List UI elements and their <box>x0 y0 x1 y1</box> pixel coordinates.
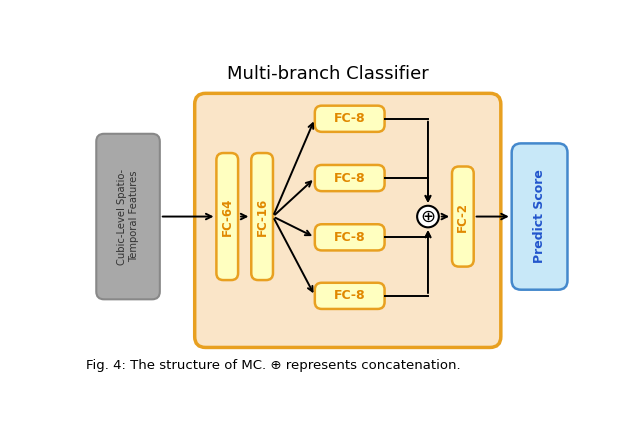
Circle shape <box>417 206 439 227</box>
Text: Cubic-Level Spatio-
Temporal Features: Cubic-Level Spatio- Temporal Features <box>117 168 139 265</box>
Text: Multi-branch Classifier: Multi-branch Classifier <box>227 65 429 83</box>
FancyBboxPatch shape <box>96 134 160 299</box>
FancyBboxPatch shape <box>252 153 273 280</box>
Text: Fig. 4: The structure of MC. ⊕ represents concatenation.: Fig. 4: The structure of MC. ⊕ represent… <box>86 359 461 371</box>
FancyBboxPatch shape <box>452 167 474 266</box>
FancyBboxPatch shape <box>216 153 238 280</box>
Text: FC-16: FC-16 <box>255 198 269 236</box>
Text: FC-8: FC-8 <box>334 112 365 125</box>
FancyBboxPatch shape <box>315 106 385 132</box>
FancyBboxPatch shape <box>195 94 501 348</box>
Text: $\oplus$: $\oplus$ <box>420 207 436 226</box>
FancyBboxPatch shape <box>315 224 385 250</box>
Text: FC-8: FC-8 <box>334 289 365 302</box>
FancyBboxPatch shape <box>315 165 385 191</box>
Text: Predict Score: Predict Score <box>533 170 546 264</box>
Text: FC-8: FC-8 <box>334 231 365 244</box>
FancyBboxPatch shape <box>315 283 385 309</box>
Text: FC-2: FC-2 <box>456 201 469 232</box>
FancyBboxPatch shape <box>511 143 568 290</box>
Text: FC-64: FC-64 <box>221 197 234 236</box>
Text: FC-8: FC-8 <box>334 172 365 184</box>
